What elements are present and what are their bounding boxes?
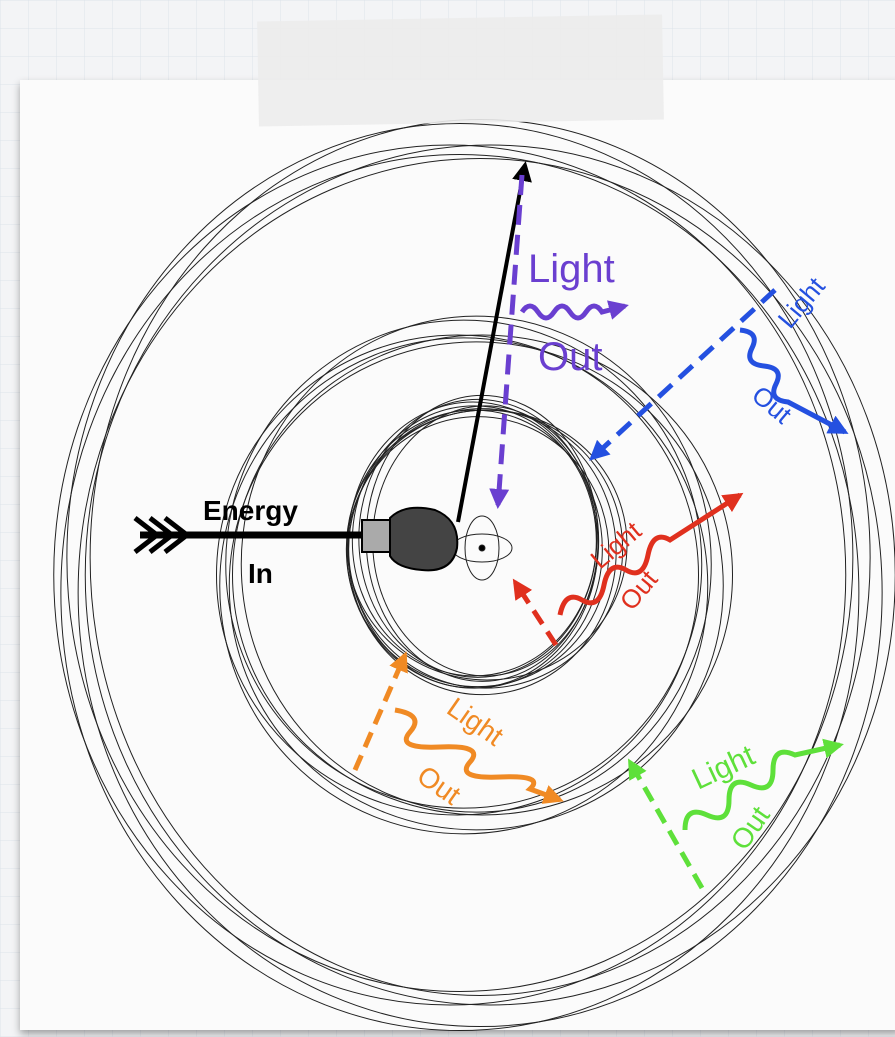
page: Energy In Light Out Light Out Light Out … bbox=[0, 0, 895, 1037]
light-label: Light bbox=[528, 247, 615, 291]
card bbox=[20, 80, 895, 1030]
out-label: Out bbox=[538, 335, 602, 379]
tape bbox=[257, 14, 664, 126]
diagram: Energy In Light Out Light Out Light Out … bbox=[0, 0, 895, 1037]
in-label: In bbox=[248, 558, 273, 589]
energy-label: Energy bbox=[203, 495, 298, 526]
